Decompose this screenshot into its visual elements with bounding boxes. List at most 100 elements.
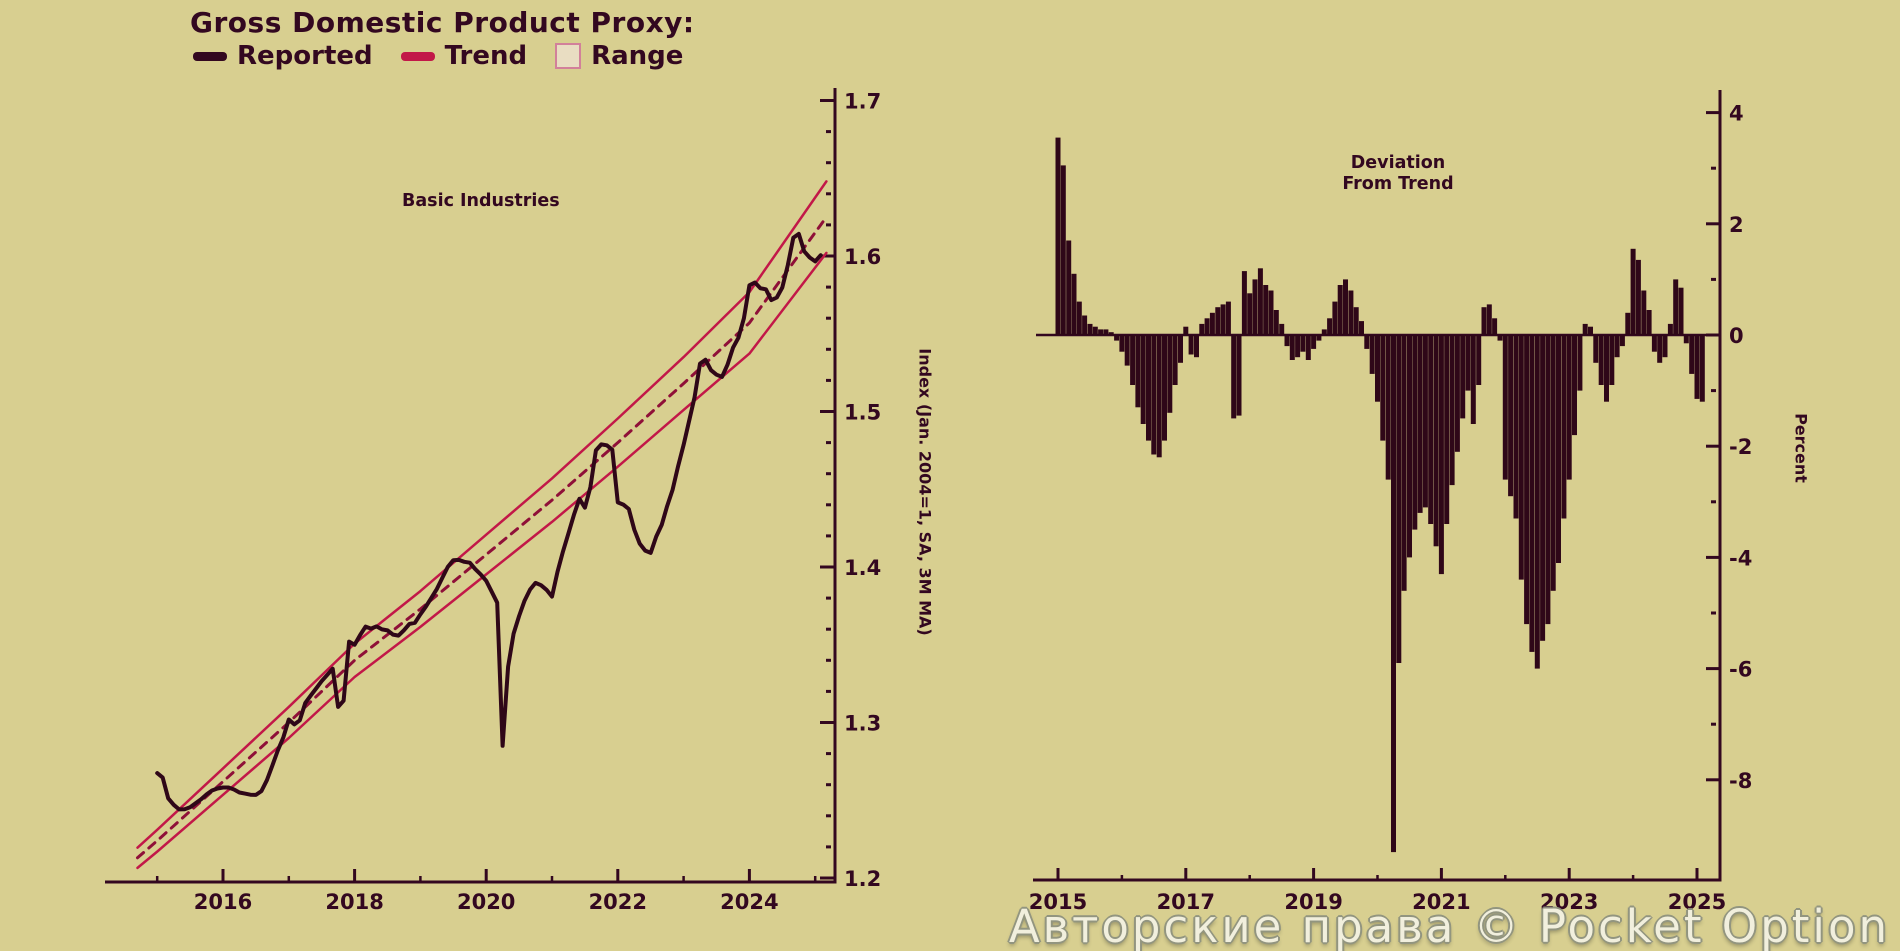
right-x-tick-label: 2015 <box>1029 890 1087 914</box>
left-y-minor-tick <box>826 814 831 818</box>
deviation-bar <box>1295 335 1301 358</box>
deviation-bar <box>1513 335 1519 519</box>
deviation-bar <box>1545 335 1551 625</box>
deviation-bar <box>1055 137 1061 335</box>
deviation-bar <box>1092 326 1098 335</box>
right-x-tick-label: 2019 <box>1284 890 1342 914</box>
deviation-bar <box>1082 315 1088 335</box>
legend-label-reported: Reported <box>237 41 373 71</box>
reported-line <box>155 231 823 812</box>
deviation-bar <box>1257 268 1263 335</box>
deviation-bar <box>1508 335 1514 497</box>
deviation-bar <box>1683 335 1689 344</box>
deviation-bar <box>1619 335 1625 347</box>
deviation-bar <box>1284 335 1290 347</box>
deviation-bar <box>1369 335 1375 374</box>
deviation-bar <box>1460 335 1466 419</box>
right-chart: 4 2 0 -2 -4 -6 -8 2015 2017 2019 2021 2023 2025 <box>1029 90 1752 914</box>
deviation-bar <box>1609 335 1615 385</box>
left-x-tick-label: 2018 <box>325 890 383 914</box>
deviation-bar <box>1098 329 1104 335</box>
deviation-bar <box>1375 335 1380 402</box>
legend-label-range: Range <box>591 41 684 71</box>
left-y-minor-tick <box>826 161 831 165</box>
deviation-bar <box>1343 279 1348 335</box>
deviation-bar <box>1225 301 1231 335</box>
deviation-bar <box>1566 335 1572 480</box>
left-y-minor-tick <box>826 441 831 445</box>
left-y-tick-label: 1.3 <box>844 712 881 736</box>
deviation-bar <box>1630 248 1636 335</box>
deviation-bar <box>1524 335 1530 625</box>
deviation-bar <box>1130 335 1136 385</box>
left-panel-title: Basic Industries <box>402 191 560 211</box>
right-y-minor-tick <box>1711 166 1716 170</box>
left-y-tick-label: 1.2 <box>844 867 881 891</box>
deviation-bar <box>1273 310 1279 335</box>
deviation-bar <box>1380 335 1386 441</box>
deviation-bar <box>1529 335 1535 652</box>
deviation-bar <box>1534 335 1540 669</box>
deviation-bar <box>1518 335 1524 580</box>
deviation-bar <box>1492 318 1498 335</box>
deviation-bar <box>1172 335 1178 385</box>
deviation-bars <box>1055 137 1705 853</box>
deviation-bar <box>1593 335 1599 363</box>
left-y-minor-tick <box>826 534 831 538</box>
left-y-minor-tick <box>826 752 831 756</box>
left-y-minor-tick <box>826 596 831 600</box>
right-y-tick-label: -8 <box>1729 769 1752 793</box>
right-y-tick-label: -4 <box>1729 546 1752 570</box>
deviation-bar <box>1550 335 1556 591</box>
deviation-bar <box>1449 335 1455 486</box>
deviation-bar <box>1359 321 1364 335</box>
deviation-bar <box>1321 329 1327 335</box>
range-lower-line <box>136 251 828 870</box>
left-y-tick-label: 1.4 <box>844 556 881 580</box>
deviation-bar <box>1204 318 1210 335</box>
deviation-bar <box>1604 335 1609 402</box>
left-y-minor-tick <box>826 192 831 196</box>
deviation-bar <box>1305 335 1311 360</box>
deviation-bar <box>1470 335 1476 424</box>
deviation-bar <box>1146 335 1151 441</box>
deviation-bar <box>1337 285 1343 335</box>
deviation-bar <box>1231 335 1237 419</box>
deviation-bar <box>1348 290 1354 335</box>
deviation-bar <box>1486 304 1492 335</box>
deviation-bar <box>1673 279 1679 335</box>
deviation-bar <box>1247 293 1253 335</box>
deviation-bar <box>1625 312 1631 335</box>
deviation-bar <box>1657 335 1663 363</box>
deviation-bar <box>1582 323 1588 335</box>
deviation-bar <box>1476 335 1482 385</box>
right-panel-title-line2: From Trend <box>1342 174 1454 194</box>
deviation-bar <box>1108 332 1114 335</box>
deviation-bar <box>1662 335 1668 358</box>
left-y-tick-label: 1.5 <box>844 401 881 425</box>
range-swatch-icon <box>555 43 582 69</box>
left-chart: 1.7 1.6 1.5 1.4 1.3 1.2 2016 2018 2020 2022 2024 <box>105 88 881 914</box>
deviation-bar <box>1151 335 1157 455</box>
deviation-bar <box>1060 165 1066 335</box>
deviation-bar <box>1641 290 1647 335</box>
deviation-bar <box>1572 335 1577 436</box>
deviation-bar <box>1364 335 1370 349</box>
deviation-bar <box>1183 326 1189 335</box>
right-panel-title-line1: Deviation <box>1350 153 1446 173</box>
deviation-bar <box>1162 335 1167 441</box>
deviation-bar <box>1454 335 1460 452</box>
deviation-bar <box>1444 335 1450 524</box>
right-x-tick-label: 2025 <box>1668 890 1726 914</box>
deviation-bar <box>1635 259 1641 335</box>
left-y-minor-tick <box>826 503 831 507</box>
right-y-tick-label: -2 <box>1729 435 1752 459</box>
deviation-bar <box>1209 312 1215 335</box>
deviation-bar <box>1188 335 1194 355</box>
left-y-minor-tick <box>826 689 831 693</box>
deviation-bar <box>1263 285 1269 335</box>
deviation-bar <box>1689 335 1695 374</box>
right-y-minor-tick <box>1711 500 1716 504</box>
deviation-bar <box>1311 335 1317 349</box>
